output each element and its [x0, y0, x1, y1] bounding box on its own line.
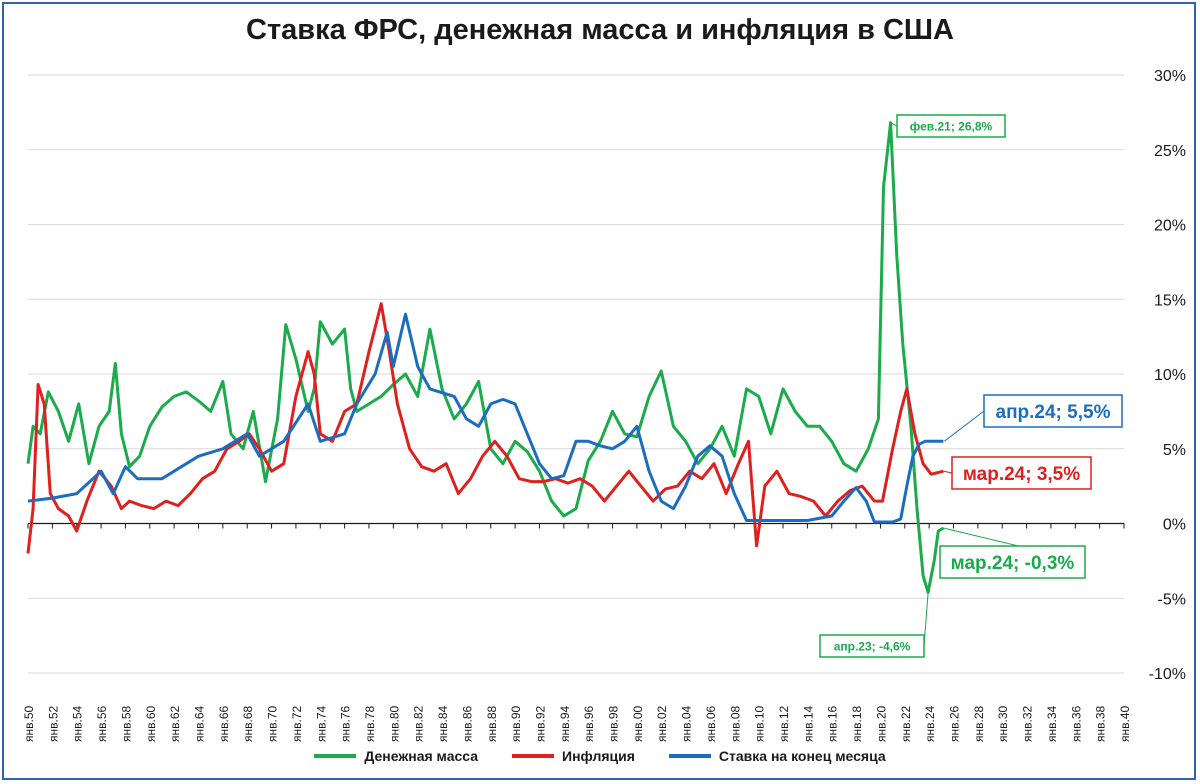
annotation-leader — [943, 470, 953, 474]
x-tick-label: янв.76 — [339, 705, 353, 742]
legend-item: Ставка на конец месяца — [668, 748, 886, 764]
x-tick-label: янв.72 — [290, 705, 304, 742]
legend-swatch — [314, 754, 357, 758]
y-tick-label: 10% — [1154, 367, 1186, 384]
data-label: фев.21; 26,8% — [910, 119, 993, 133]
x-tick-label: янв.80 — [387, 705, 401, 742]
series-line-1 — [26, 121, 945, 594]
x-tick-label: янв.82 — [412, 705, 426, 742]
x-tick-label: янв.28 — [972, 705, 986, 742]
x-tick-label: янв.40 — [1118, 705, 1132, 742]
x-tick-label: янв.36 — [1069, 705, 1083, 742]
x-tick-label: янв.02 — [655, 705, 669, 742]
annotation-box — [983, 394, 1123, 428]
x-tick-label: янв.98 — [607, 705, 621, 742]
x-tick-label: янв.88 — [485, 705, 499, 742]
x-tick-label: янв.18 — [850, 705, 864, 742]
x-tick-label: янв.66 — [217, 705, 231, 742]
legend-swatch — [512, 754, 555, 758]
x-tick-label: янв.04 — [680, 705, 694, 742]
x-tick-label: янв.24 — [923, 705, 937, 742]
x-tick-label: янв.54 — [71, 705, 85, 742]
x-tick-label: янв.38 — [1094, 705, 1108, 742]
x-tick-label: янв.20 — [874, 705, 888, 742]
x-tick-label: янв.52 — [46, 705, 60, 742]
y-tick-label: 30% — [1154, 68, 1186, 85]
x-tick-label: янв.86 — [460, 705, 474, 742]
legend-label: Инфляция — [562, 748, 635, 764]
x-tick-label: янв.84 — [436, 705, 450, 742]
annotation-leader — [944, 410, 985, 442]
x-tick-label: янв.74 — [314, 705, 328, 742]
data-label: мар.24; 3,5% — [963, 464, 1080, 485]
x-tick-label: янв.64 — [192, 705, 206, 742]
annotation-box — [819, 634, 925, 658]
x-tick-label: янв.26 — [948, 705, 962, 742]
y-tick-label: -5% — [1158, 591, 1186, 608]
x-tick-label: янв.70 — [266, 705, 280, 742]
legend-label: Ставка на конец месяца — [718, 748, 886, 764]
x-tick-label: янв.94 — [558, 705, 572, 742]
x-tick-label: янв.90 — [509, 705, 523, 742]
y-tick-label: 5% — [1163, 442, 1186, 459]
x-tick-label: янв.12 — [777, 705, 791, 742]
chart-legend: Денежная масса Инфляция Ставка на конец ме… — [0, 748, 1200, 764]
x-tick-label: янв.56 — [95, 705, 109, 742]
data-label: апр.23; -4,6% — [834, 639, 911, 653]
annotation-leader — [890, 122, 898, 127]
annotation-box — [939, 545, 1086, 579]
legend-label: Денежная масса — [364, 748, 479, 764]
y-tick-label: 25% — [1154, 143, 1186, 160]
annotation-box — [896, 114, 1006, 138]
annotation-box — [951, 456, 1092, 490]
series-line-2 — [26, 302, 944, 554]
legend-item: Денежная масса — [314, 748, 478, 764]
data-label: мар.24; -0,3% — [951, 553, 1075, 574]
legend-item: Инфляция — [512, 748, 635, 764]
x-tick-label: янв.60 — [144, 705, 158, 742]
x-tick-label: янв.06 — [704, 705, 718, 742]
chart-title: Ставка ФРС, денежная масса и инфляция в … — [246, 14, 954, 46]
y-tick-label: -10% — [1149, 666, 1186, 683]
x-tick-label: янв.32 — [1021, 705, 1035, 742]
x-tick-label: янв.58 — [119, 705, 133, 742]
x-tick-label: янв.30 — [996, 705, 1010, 742]
x-tick-label: янв.96 — [582, 705, 596, 742]
y-tick-label: 20% — [1154, 218, 1186, 235]
x-tick-label: янв.92 — [533, 705, 547, 742]
x-tick-label: янв.50 — [22, 705, 36, 742]
x-tick-label: янв.00 — [631, 705, 645, 742]
legend-swatch — [668, 754, 711, 758]
x-tick-label: янв.62 — [168, 705, 182, 742]
x-tick-label: янв.16 — [826, 705, 840, 742]
x-tick-label: янв.08 — [728, 705, 742, 742]
y-tick-label: 15% — [1154, 292, 1186, 309]
x-tick-label: янв.34 — [1045, 705, 1059, 742]
x-tick-label: янв.68 — [241, 705, 255, 742]
x-tick-label: янв.78 — [363, 705, 377, 742]
x-tick-label: янв.10 — [753, 705, 767, 742]
data-label: апр.24; 5,5% — [996, 402, 1111, 423]
x-tick-label: янв.14 — [801, 705, 815, 742]
series-line-3 — [27, 312, 944, 524]
y-tick-label: 0% — [1163, 517, 1186, 534]
x-tick-label: янв.22 — [899, 705, 913, 742]
